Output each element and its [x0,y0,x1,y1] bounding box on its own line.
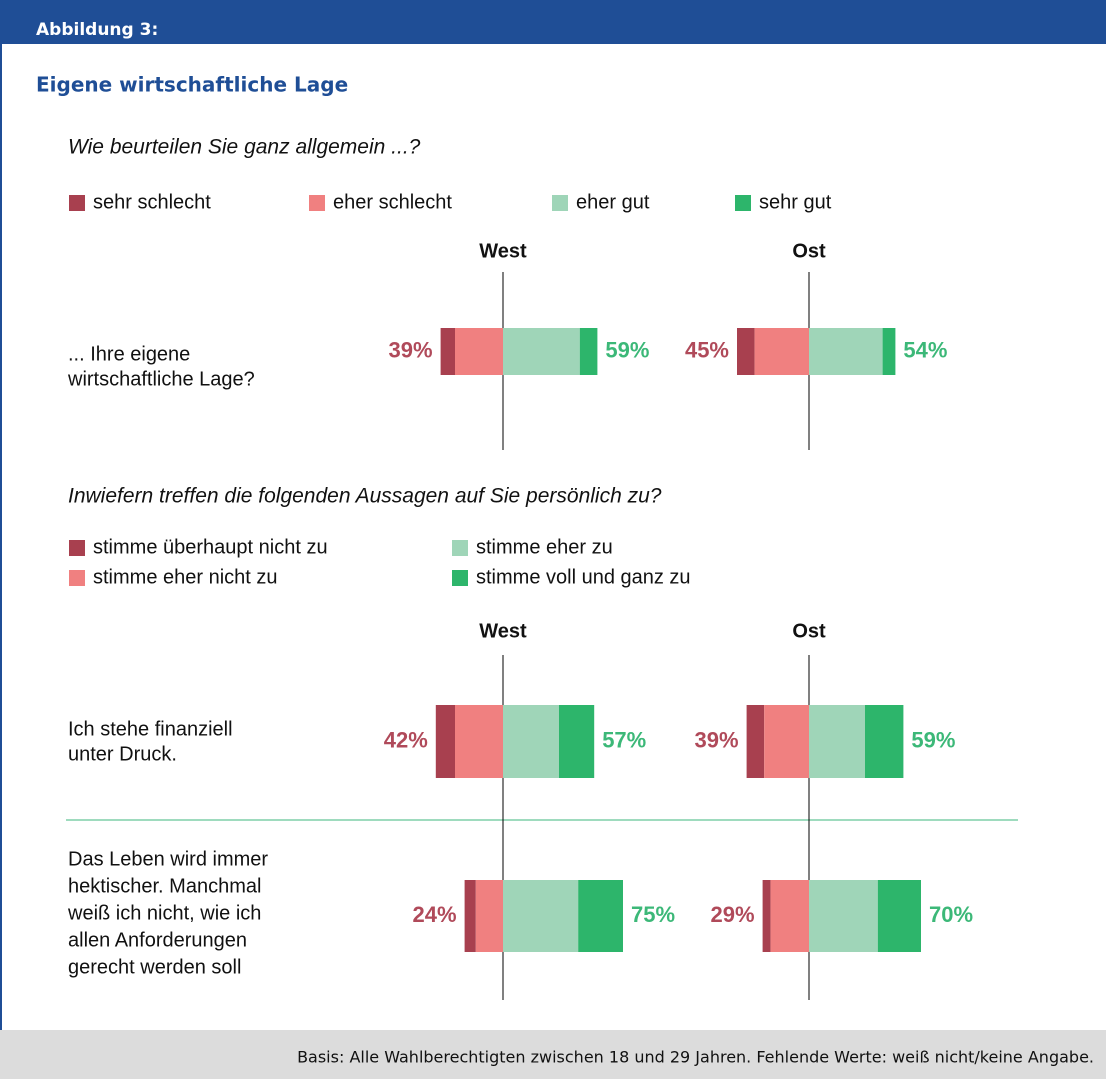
legend-swatch [552,195,568,211]
bar-segment [764,705,809,778]
row-label: gerecht werden soll [68,956,241,978]
bar-segment [503,328,580,375]
bar-segment [754,328,809,375]
group-header: Ost [792,240,826,262]
row-label: Das Leben wird immer [68,848,268,870]
bar-segment [737,328,755,375]
row-label: allen Anforderungen [68,929,247,951]
bar-segment [464,880,476,952]
bar-segment [503,705,559,778]
bar-segment [882,328,896,375]
bar-segment [455,705,503,778]
legend-label: stimme voll und ganz zu [476,566,691,588]
bar-segment [865,705,904,778]
bar-segment [455,328,503,375]
header-bar [0,0,1106,44]
legend-label: stimme eher nicht zu [93,566,278,588]
positive-total: 75% [631,902,675,927]
bar-segment [503,880,579,952]
positive-total: 59% [605,337,649,362]
legend-swatch [735,195,751,211]
negative-total: 39% [695,727,739,752]
group-header: West [479,240,527,262]
legend-label: stimme eher zu [476,536,613,558]
legend-swatch [69,540,85,556]
question: Inwiefern treffen die folgenden Aussagen… [68,485,662,508]
bar-segment [579,328,598,375]
negative-total: 29% [711,902,755,927]
legend-swatch [452,570,468,586]
bar-segment [762,880,771,952]
figure-title: Eigene wirtschaftliche Lage [36,73,348,97]
legend-label: eher schlecht [333,191,452,213]
legend-swatch [69,195,85,211]
negative-total: 45% [685,337,729,362]
bar-segment [809,328,883,375]
legend-swatch [69,570,85,586]
bar-segment [475,880,503,952]
bar-segment [578,880,623,952]
row-label: hektischer. Manchmal [68,875,261,897]
figure-label: Abbildung 3: [36,20,158,40]
bar-segment [770,880,809,952]
bar-segment [559,705,595,778]
question: Wie beurteilen Sie ganz allgemein ...? [68,136,421,159]
positive-total: 59% [911,727,955,752]
row-label: ... Ihre eigene [68,343,190,365]
row-label: wirtschaftliche Lage? [67,368,255,390]
row-label: weiß ich nicht, wie ich [67,902,261,924]
negative-total: 42% [384,727,428,752]
bar-segment [877,880,921,952]
footnote: Basis: Alle Wahlberechtigten zwischen 18… [297,1048,1094,1067]
negative-total: 24% [413,902,457,927]
bar-segment [440,328,455,375]
positive-total: 57% [602,727,646,752]
legend-label: sehr schlecht [93,191,211,213]
row-label: Ich stehe finanziell [68,718,233,740]
positive-total: 70% [929,902,973,927]
bar-segment [809,705,865,778]
bar-segment [746,705,765,778]
bar-segment [435,705,455,778]
legend-swatch [452,540,468,556]
footer-bar [0,1030,1106,1079]
negative-total: 39% [389,337,433,362]
legend-label: sehr gut [759,191,832,213]
row-label: unter Druck. [68,743,177,765]
legend-swatch [309,195,325,211]
legend-label: eher gut [576,191,650,213]
group-header: West [479,620,527,642]
legend-label: stimme überhaupt nicht zu [93,536,328,558]
bar-segment [809,880,878,952]
group-header: Ost [792,620,826,642]
positive-total: 54% [903,337,947,362]
